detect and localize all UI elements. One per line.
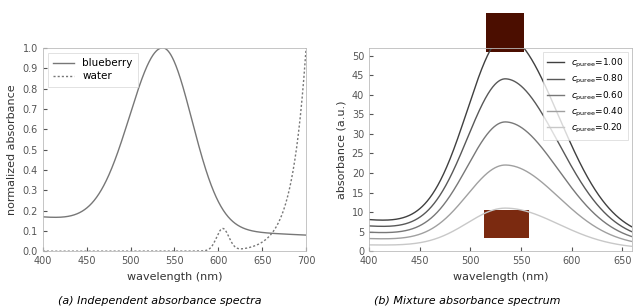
Text: (a) Independent absorbance spectra: (a) Independent absorbance spectra bbox=[58, 296, 262, 306]
Legend: $c_{\mathrm{puree}}$=1.00, $c_{\mathrm{puree}}$=0.80, $c_{\mathrm{puree}}$=0.60,: $c_{\mathrm{puree}}$=1.00, $c_{\mathrm{p… bbox=[543, 52, 628, 140]
Y-axis label: absorbance (a.u.): absorbance (a.u.) bbox=[336, 100, 346, 199]
Legend: blueberry, water: blueberry, water bbox=[48, 53, 138, 87]
Bar bbox=[486, 13, 524, 52]
Text: (b) Mixture absorbance spectrum: (b) Mixture absorbance spectrum bbox=[374, 296, 561, 306]
X-axis label: wavelength (nm): wavelength (nm) bbox=[453, 272, 548, 282]
X-axis label: wavelength (nm): wavelength (nm) bbox=[127, 272, 222, 282]
Y-axis label: normalized absorbance: normalized absorbance bbox=[7, 84, 17, 215]
Bar bbox=[484, 210, 529, 238]
